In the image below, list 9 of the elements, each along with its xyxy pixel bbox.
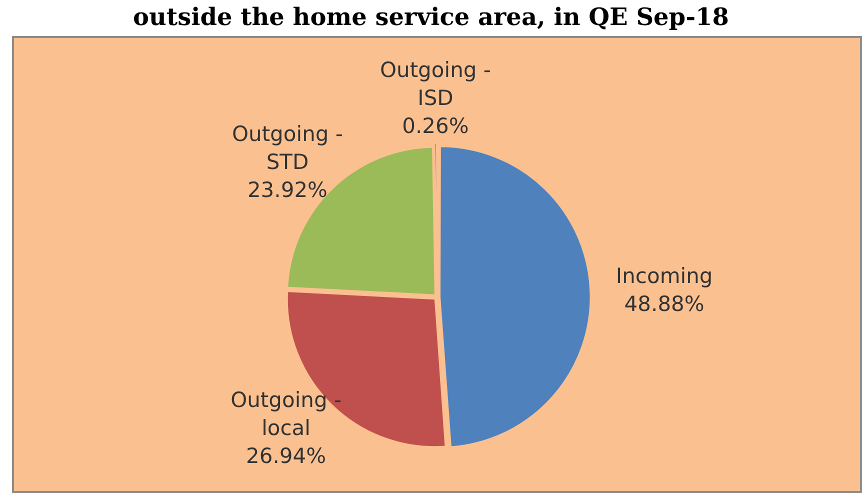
slice-label: Outgoing - STD [232, 122, 343, 174]
chart-title: outside the home service area, in QE Sep-18 [132, 1, 730, 33]
slice-label: Incoming [616, 264, 713, 288]
data-label: 23.92% [247, 178, 328, 202]
data-label: 26.94% [246, 444, 326, 468]
slice-label: Outgoing - local [230, 388, 342, 440]
data-label: 48.88% [624, 292, 704, 316]
data-label: 0.26% [402, 114, 469, 138]
slice-label: Outgoing - ISD [380, 58, 491, 110]
